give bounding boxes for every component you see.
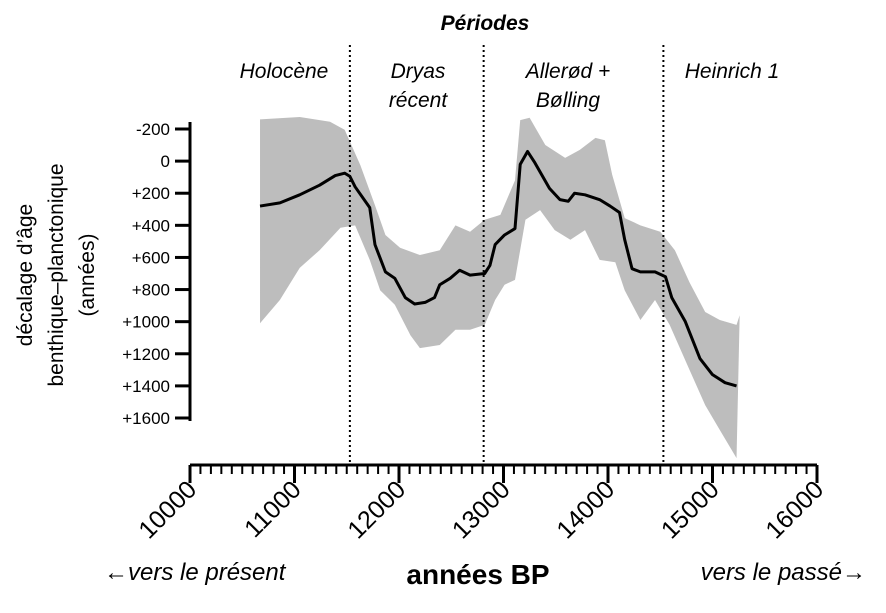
x-axis-label: années BP [406, 559, 549, 590]
y-tick-label: +1400 [122, 377, 170, 396]
y-tick-label: +1600 [122, 409, 170, 428]
y-tick-label: +1200 [122, 345, 170, 364]
x-tick-label: 16000 [760, 475, 829, 544]
period-label: Allerød + [524, 60, 611, 83]
y-tick-label: +600 [132, 248, 170, 267]
chart-title: Périodes [441, 12, 530, 35]
period-label: Dryas [391, 60, 446, 83]
y-tick-label: +1000 [122, 313, 170, 332]
period-label: Bølling [536, 89, 601, 112]
x-tick-label: 15000 [656, 475, 725, 544]
y-axis-label: décalage d’âge [14, 204, 37, 346]
period-label: Holocène [240, 60, 329, 83]
x-tick-label: 11000 [239, 475, 307, 543]
x-left-note: ←vers le présent [104, 559, 287, 586]
x-tick-label: 10000 [133, 475, 202, 544]
x-right-note: vers le passé→ [701, 559, 866, 586]
x-tick-label: 12000 [342, 475, 411, 544]
y-tick-label: 0 [161, 152, 170, 171]
y-tick-label: +400 [132, 216, 170, 235]
x-tick-label: 13000 [447, 475, 516, 544]
confidence-band [260, 116, 740, 459]
y-tick-label: +200 [132, 184, 170, 203]
y-axis-label: benthique–planctonique [45, 163, 68, 386]
x-tick-label: 14000 [551, 475, 620, 544]
period-label: récent [389, 89, 449, 112]
period-label: Heinrich 1 [685, 60, 780, 83]
y-tick-label: -200 [136, 120, 170, 139]
data-line [259, 149, 737, 388]
y-axis-label: (années) [76, 234, 99, 317]
y-tick-label: +800 [132, 281, 170, 300]
